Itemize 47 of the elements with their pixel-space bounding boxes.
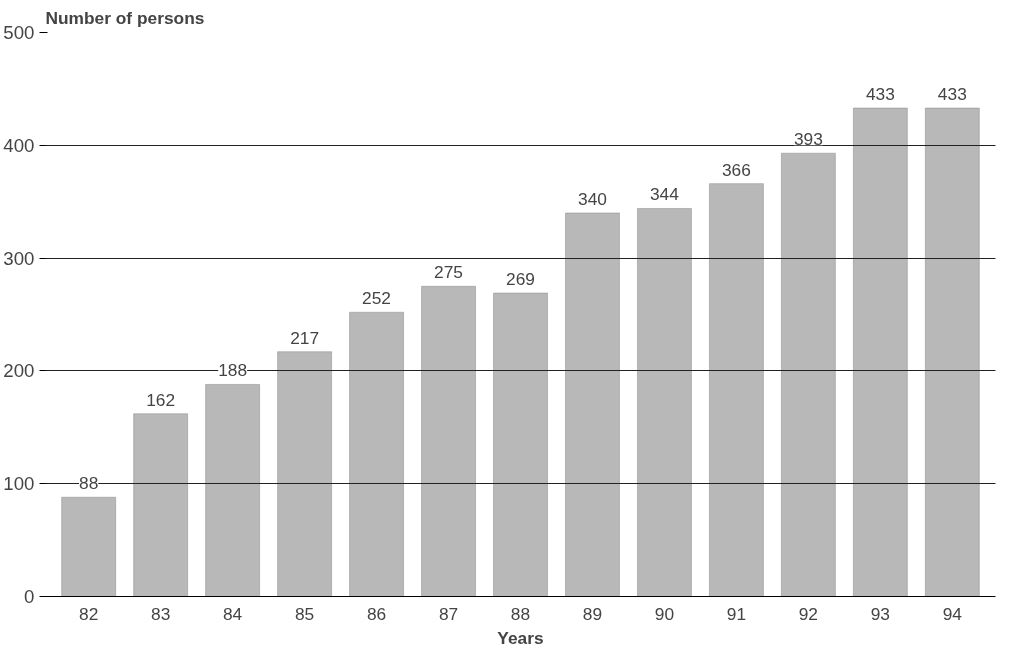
x-tick-label: 85	[294, 603, 315, 624]
bar	[349, 311, 404, 597]
bar	[925, 107, 980, 597]
x-tick-label: 83	[151, 603, 171, 624]
x-tick-label: 84	[222, 603, 243, 624]
bar	[421, 286, 476, 597]
y-axis-title: Number of persons	[45, 7, 205, 28]
bar	[565, 212, 620, 597]
data-label: 88	[79, 473, 99, 494]
data-label: 269	[506, 269, 535, 290]
bar	[853, 107, 908, 597]
data-label: 252	[362, 288, 392, 309]
x-tick-label: 88	[510, 603, 531, 624]
bar	[61, 496, 116, 597]
data-label: 188	[218, 360, 248, 381]
x-axis-title: Years	[497, 627, 544, 648]
x-tick-label: 94	[942, 603, 963, 624]
data-label: 366	[721, 159, 751, 180]
bar	[493, 292, 548, 597]
x-tick-label: 93	[870, 603, 890, 624]
bar	[205, 384, 260, 597]
bar	[277, 351, 332, 597]
data-label: 275	[434, 262, 463, 283]
x-tick-label: 87	[438, 603, 459, 624]
bar	[133, 413, 188, 597]
bar	[709, 183, 764, 597]
y-tick-label: 500	[3, 22, 35, 43]
bar	[781, 152, 836, 597]
x-tick-label: 91	[726, 603, 747, 624]
data-label: 393	[793, 129, 823, 150]
data-label: 433	[865, 84, 895, 105]
x-tick-label: 82	[79, 603, 99, 624]
y-tick-label: 100	[3, 473, 35, 495]
y-tick-label: 400	[3, 134, 35, 156]
y-tick-label: 200	[3, 360, 35, 382]
y-tick-label: 0	[24, 586, 35, 607]
x-tick-label: 92	[798, 603, 819, 624]
data-label: 340	[578, 188, 607, 209]
data-label: 162	[146, 389, 176, 410]
data-label: 344	[649, 184, 680, 205]
x-tick-label: 86	[366, 603, 387, 624]
bar	[637, 208, 692, 597]
y-tick-label: 300	[3, 247, 35, 269]
data-label: 433	[937, 84, 967, 105]
x-tick-label: 89	[582, 603, 603, 624]
data-label: 217	[290, 327, 320, 348]
x-tick-label: 90	[654, 603, 675, 624]
